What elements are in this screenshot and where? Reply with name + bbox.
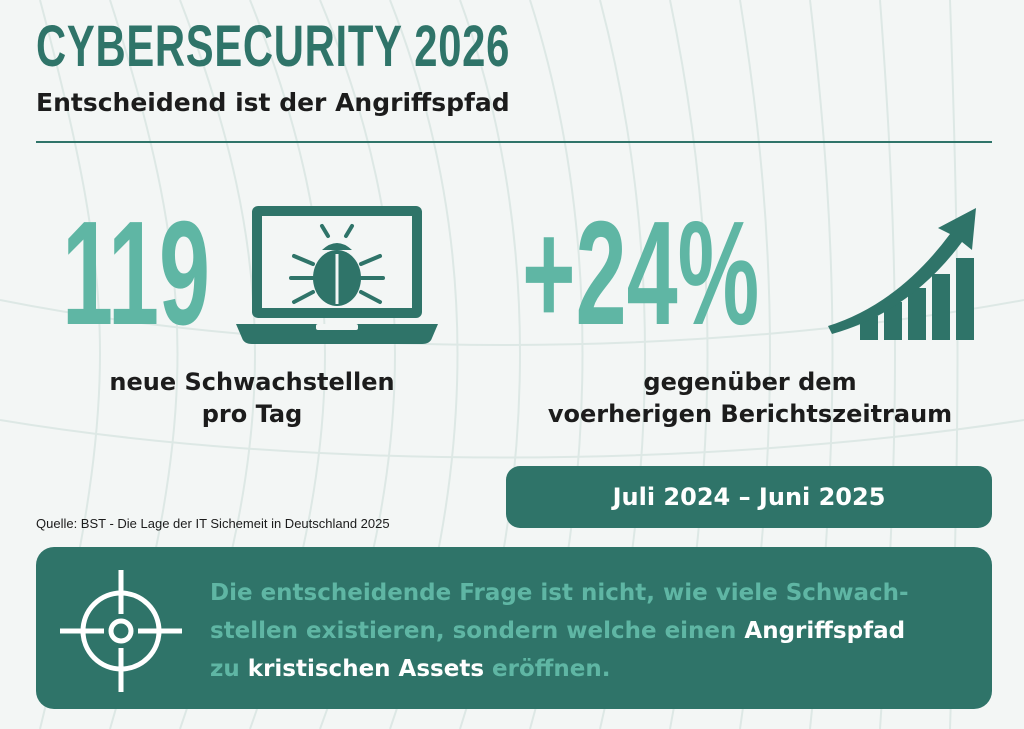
- page-title: CYBERSECURITY 2026: [36, 14, 511, 79]
- period-badge: Juli 2024 – Juni 2025: [506, 466, 992, 528]
- quote-line3-end: eröffnen.: [484, 656, 611, 682]
- stat-value-vulnerabilities: 119: [62, 191, 211, 356]
- quote-line1: Die entscheidende Frage ist nicht, wie v…: [210, 580, 909, 606]
- source-note: Quelle: BST - Die Lage der IT Sichemeit …: [36, 516, 390, 531]
- stat-caption-line2: pro Tag: [201, 400, 303, 428]
- quote-highlight-assets: kristischen Assets: [247, 656, 485, 682]
- stat-caption-growth: gegenüber dem voerherigen Berichtszeitra…: [520, 366, 980, 430]
- laptop-bug-icon: [236, 206, 438, 344]
- stat-caption-line2: voerherigen Berichtszeitraum: [547, 400, 953, 428]
- period-label: Juli 2024 – Juni 2025: [612, 483, 886, 511]
- header-divider: [36, 141, 992, 143]
- target-crosshair-icon: [60, 570, 182, 692]
- growth-chart-arrow-icon: [828, 208, 976, 340]
- stat-caption-vulnerabilities: neue Schwachstellen pro Tag: [96, 366, 408, 430]
- insight-quote: Die entscheidende Frage ist nicht, wie v…: [210, 574, 970, 688]
- insight-banner: [36, 547, 992, 709]
- quote-line3-start: zu: [210, 656, 248, 682]
- page-subtitle: Entscheidend ist der Angriffspfad: [36, 88, 510, 117]
- quote-line2-start: stellen existieren, sondern welche einen: [210, 618, 745, 644]
- stat-caption-line1: gegenüber dem: [643, 368, 857, 396]
- quote-highlight-attack-path: Angriffspfad: [744, 618, 906, 644]
- stat-caption-line1: neue Schwachstellen: [109, 368, 395, 396]
- stat-value-growth: +24%: [522, 191, 760, 356]
